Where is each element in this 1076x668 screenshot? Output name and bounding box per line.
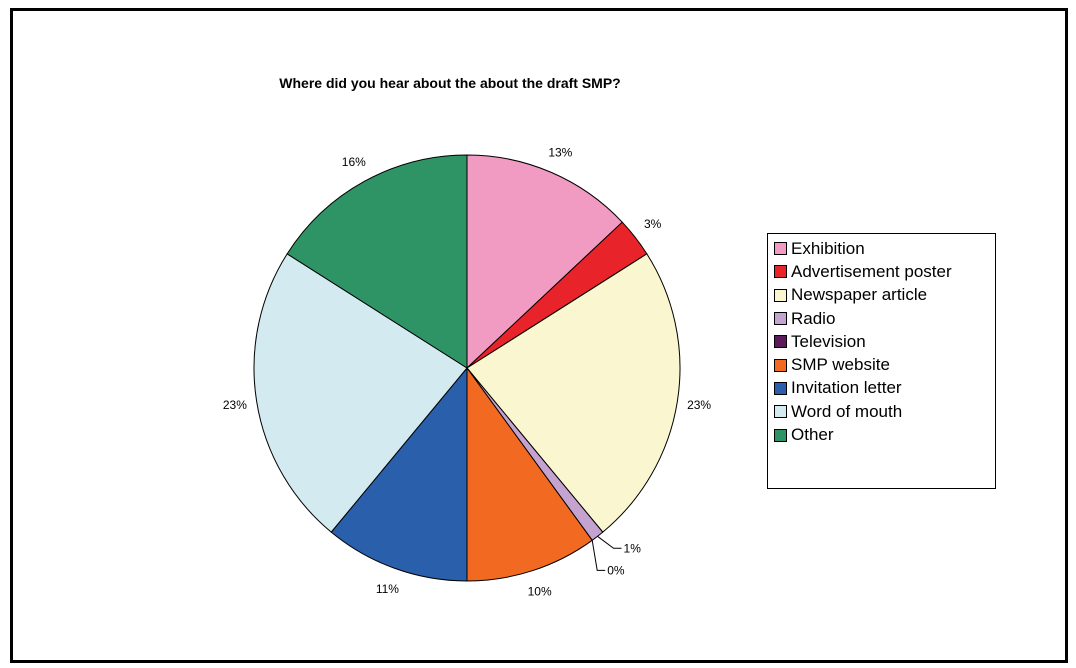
pie-slice-other (286, 154, 468, 369)
pie-slice-smp-website (466, 366, 593, 582)
data-label-invitation-letter: 11% (376, 582, 399, 596)
data-label-television: 0% (607, 563, 625, 577)
legend-swatch (774, 358, 787, 372)
leader-line-radio (597, 535, 622, 549)
legend-item-advertisement-poster: Advertisement poster (774, 260, 995, 283)
pie-slice-newspaper-article (466, 253, 681, 533)
pie-slice-exhibition (466, 154, 623, 370)
legend-label: Radio (791, 308, 836, 328)
leader-line-television (591, 540, 606, 571)
data-label-advertisement-poster: 3% (644, 217, 662, 231)
legend-swatch (774, 405, 787, 419)
data-label-radio: 1% (624, 541, 642, 555)
pie-slice-word-of-mouth (253, 253, 468, 533)
legend-item-newspaper-article: Newspaper article (774, 284, 995, 307)
data-label-exhibition: 13% (548, 145, 572, 159)
legend-item-exhibition: Exhibition (774, 237, 995, 260)
legend-swatch (774, 335, 787, 349)
legend-swatch (774, 312, 787, 326)
data-label-other: 16% (342, 155, 366, 169)
legend-item-word-of-mouth: Word of mouth (774, 400, 995, 423)
legend-label: Other (791, 425, 834, 445)
legend-label: Invitation letter (791, 378, 902, 398)
legend-label: Newspaper article (791, 285, 928, 305)
legend-item-other: Other (774, 423, 995, 446)
legend-swatch (774, 288, 787, 302)
data-label-smp-website: 10% (528, 584, 552, 598)
legend-label: Television (791, 331, 866, 351)
legend-swatch (774, 242, 787, 256)
legend-swatch (774, 381, 787, 395)
legend: Exhibition Advertisement poster Newspaper … (767, 233, 996, 489)
legend-item-radio: Radio (774, 307, 995, 330)
legend-swatch (774, 265, 787, 279)
legend-item-television: Television (774, 330, 995, 353)
legend-label: Exhibition (791, 238, 865, 258)
legend-label: Advertisement poster (791, 261, 952, 281)
legend-item-smp-website: SMP website (774, 353, 995, 376)
chart-title: Where did you hear about the about the d… (279, 75, 621, 91)
legend-label: Word of mouth (791, 401, 903, 421)
data-label-word-of-mouth: 23% (223, 398, 247, 412)
legend-swatch (774, 428, 787, 442)
legend-item-invitation-letter: Invitation letter (774, 377, 995, 400)
pie-slice-invitation-letter (330, 366, 468, 582)
data-label-newspaper-article: 23% (687, 398, 711, 412)
legend-label: SMP website (791, 355, 890, 375)
